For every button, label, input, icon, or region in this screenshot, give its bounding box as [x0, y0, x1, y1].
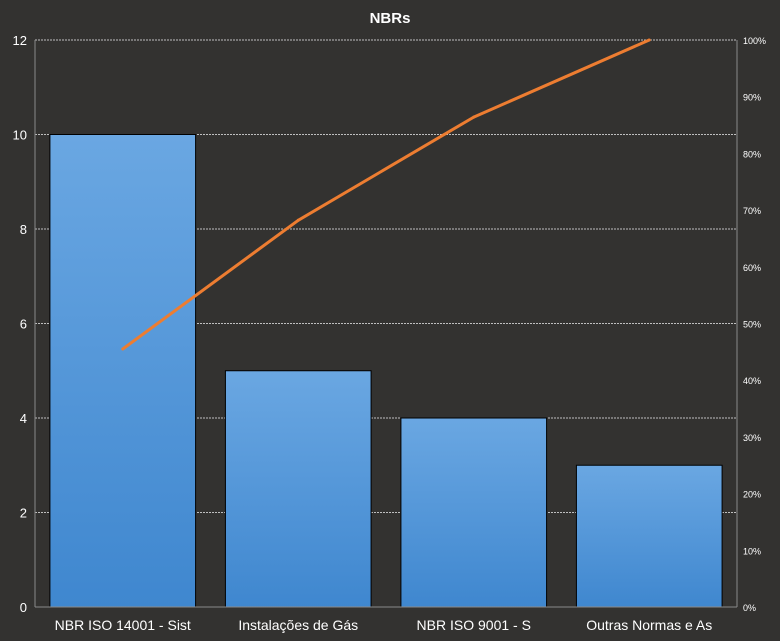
y2-tick-label: 50%	[743, 320, 761, 330]
y2-tick-label: 20%	[743, 490, 761, 500]
axes	[34, 40, 738, 608]
bar-series	[49, 134, 723, 608]
y-tick-label: 2	[20, 506, 27, 521]
y-tick-label: 6	[20, 317, 27, 332]
x-tick-label: NBR ISO 14001 - Sist	[55, 617, 191, 633]
y-tick-label: 4	[20, 411, 27, 426]
y-tick-label: 10	[13, 128, 27, 143]
bar	[575, 464, 723, 608]
chart-title: NBRs	[370, 10, 411, 27]
bar	[49, 134, 197, 608]
cumulative-line	[121, 38, 650, 351]
line-point	[647, 38, 651, 42]
y2-tick-label: 30%	[743, 433, 761, 443]
y2-tick-label: 40%	[743, 376, 761, 386]
line-point	[121, 347, 125, 351]
x-tick-label: Instalações de Gás	[238, 617, 358, 633]
cumulative-line-series	[121, 38, 651, 351]
tick-labels: 0 2 4 6 8 10 12 0% 10% 20% 30% 40% 50% 60% 70% 80% 90% 10…	[13, 33, 767, 633]
y-tick-label: 0	[20, 600, 27, 615]
y2-tick-label: 80%	[743, 149, 761, 159]
y2-tick-label: 70%	[743, 206, 761, 216]
y2-tick-label: 60%	[743, 263, 761, 273]
line-point	[296, 218, 300, 222]
line-point	[472, 115, 476, 119]
y2-tick-label: 100%	[743, 36, 766, 46]
bar	[400, 417, 548, 608]
bar	[224, 370, 372, 608]
x-tick-label: Outras Normas e As	[586, 617, 712, 633]
x-tick-label: NBR ISO 9001 - S	[417, 617, 531, 633]
y2-tick-label: 0%	[743, 603, 756, 613]
y-tick-label: 12	[13, 33, 27, 48]
y2-tick-label: 10%	[743, 546, 761, 556]
y2-tick-label: 90%	[743, 93, 761, 103]
y-tick-label: 8	[20, 222, 27, 237]
